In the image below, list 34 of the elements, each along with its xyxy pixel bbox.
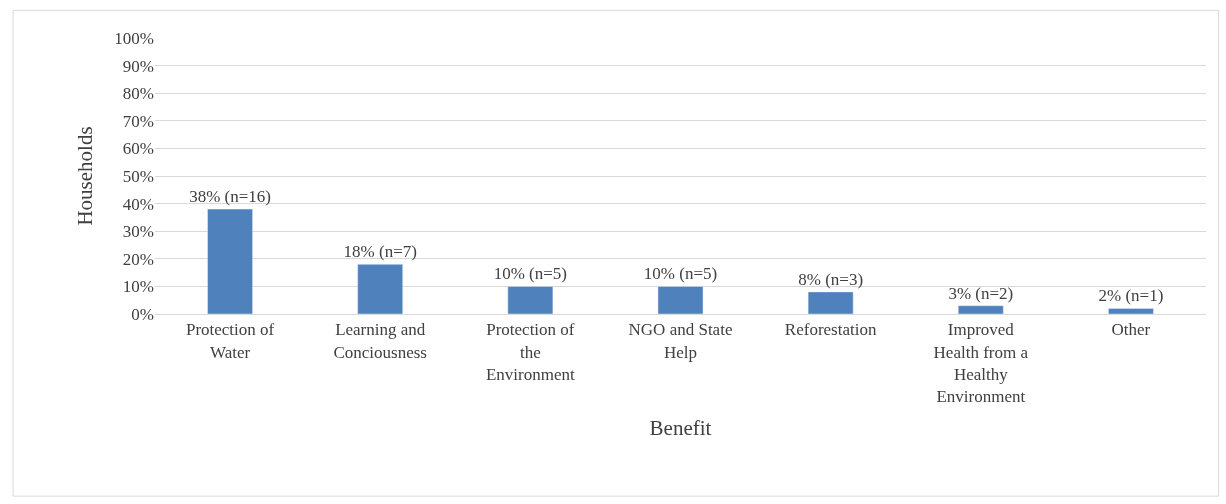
data-label: 2% (n=1) xyxy=(1098,286,1164,306)
y-tick-label: 20% xyxy=(122,249,154,269)
x-tick-label: Learning and Conciousness xyxy=(333,320,427,362)
y-tick-label: 70% xyxy=(122,111,154,131)
y-tick-label: 80% xyxy=(122,84,154,104)
x-axis-title: Benefit xyxy=(649,415,712,440)
y-tick-label: 90% xyxy=(122,56,154,76)
bar xyxy=(507,286,554,314)
x-tick-label: Protection of the Environment xyxy=(485,320,576,384)
y-tick-label: 60% xyxy=(122,139,154,159)
data-label: 18% (n=7) xyxy=(343,242,417,262)
data-label: 10% (n=5) xyxy=(643,264,718,284)
y-tick-label: 50% xyxy=(122,166,154,186)
bar xyxy=(357,264,403,314)
y-axis-title: Households xyxy=(73,126,98,226)
y-tick-label: 40% xyxy=(122,194,154,214)
bar xyxy=(207,208,253,314)
y-tick-label: 0% xyxy=(131,304,154,324)
bar xyxy=(657,286,704,314)
x-tick-label: Reforestation xyxy=(784,320,877,340)
x-tick-label: NGO and State Help xyxy=(628,320,733,362)
bar xyxy=(807,291,854,314)
bar xyxy=(958,305,1004,314)
y-tick-label: 30% xyxy=(122,222,154,242)
data-label: 38% (n=16) xyxy=(189,187,271,207)
y-tick-label: 100% xyxy=(114,28,154,48)
x-tick-label: Improved Health from a Healthy Environment xyxy=(933,320,1029,406)
x-tick-label: Protection of Water xyxy=(185,320,275,362)
x-tick-label: Other xyxy=(1111,320,1151,340)
data-label: 10% (n=5) xyxy=(493,264,568,284)
data-label: 3% (n=2) xyxy=(948,283,1014,303)
y-tick-label: 10% xyxy=(122,277,154,297)
data-label: 8% (n=3) xyxy=(798,269,864,289)
bar xyxy=(1108,308,1154,314)
